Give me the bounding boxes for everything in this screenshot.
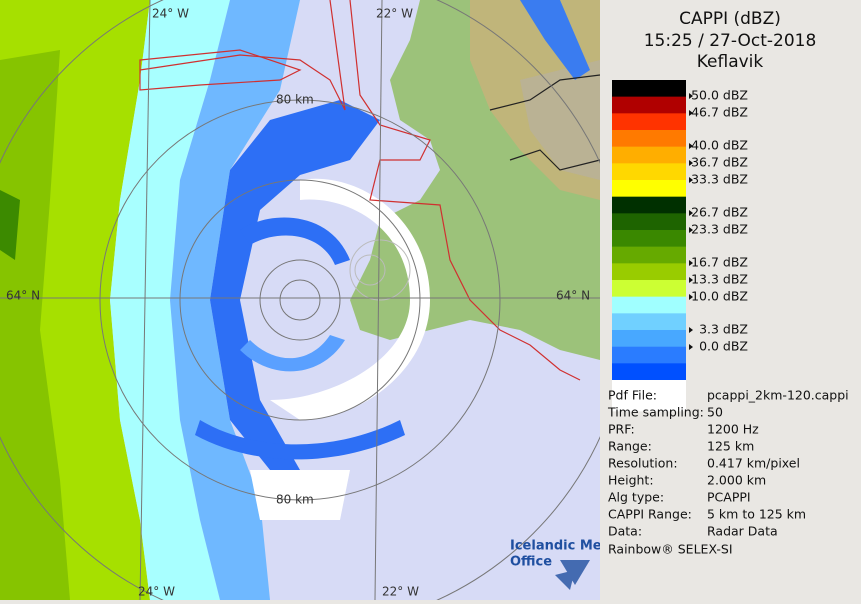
color-band — [612, 230, 686, 247]
info-value: Radar Data — [707, 524, 778, 539]
info-key: Data: — [608, 524, 642, 539]
color-band — [612, 246, 686, 264]
legend-time: 15:25 / 27-Oct-2018 — [644, 31, 817, 51]
scale-label: 50.0 dBZ — [691, 88, 748, 103]
scale-label: 13.3 dBZ — [691, 272, 748, 287]
info-value: 50 — [707, 405, 723, 420]
legend: CAPPI (dBZ) 15:25 / 27-Oct-2018 Keflavik… — [600, 0, 861, 600]
scale-label: 3.3 dBZ — [699, 322, 748, 337]
scale-label: 10.0 dBZ — [691, 289, 748, 304]
scale-tick — [689, 160, 693, 166]
color-band — [612, 313, 686, 331]
scale-tick — [689, 227, 693, 233]
info-value: pcappi_2km-120.cappi — [707, 388, 849, 403]
scale-tick — [689, 110, 693, 116]
scale-tick — [689, 93, 693, 99]
color-band — [612, 280, 686, 297]
color-band — [612, 346, 686, 364]
footer: Rainbow® SELEX-SI — [608, 542, 733, 557]
scale-label: 16.7 dBZ — [691, 255, 748, 270]
logo-text: Icelandic Met — [510, 539, 608, 554]
info-key: CAPPI Range: — [608, 507, 692, 522]
lat-label: 64° N — [6, 289, 40, 303]
color-band — [612, 263, 686, 281]
lon-label: 22° W — [376, 7, 413, 21]
scale-tick — [689, 177, 693, 183]
color-band — [612, 380, 686, 412]
color-band — [612, 330, 686, 347]
radar-map: 24° W 22° W 24° W 22° W 64° N 64° N 80 k… — [0, 0, 631, 604]
color-band — [612, 363, 686, 381]
color-band — [612, 163, 686, 181]
scale-label: 36.7 dBZ — [691, 155, 748, 170]
scale-label: 23.3 dBZ — [691, 222, 748, 237]
color-band — [612, 96, 686, 114]
color-band — [612, 80, 686, 97]
color-band — [612, 296, 686, 314]
scale-label: 0.0 dBZ — [699, 339, 748, 354]
info-value: 125 km — [707, 439, 754, 454]
color-band — [612, 196, 686, 214]
info-key: Time sampling: — [607, 405, 704, 420]
scale-label: 40.0 dBZ — [691, 138, 748, 153]
scale-tick — [689, 277, 693, 283]
info-key: Resolution: — [608, 456, 678, 471]
info-value: 5 km to 125 km — [707, 507, 806, 522]
scale-tick — [689, 344, 693, 350]
scale-tick — [689, 210, 693, 216]
color-band — [612, 180, 686, 197]
lon-label: 24° W — [152, 7, 189, 21]
color-band — [612, 213, 686, 231]
lon-label: 24° W — [138, 585, 175, 599]
scale-tick — [689, 327, 693, 333]
info-key: Alg type: — [608, 490, 664, 505]
legend-title: CAPPI (dBZ) — [679, 9, 781, 29]
scale-tick — [689, 294, 693, 300]
logo-text: Office — [510, 555, 552, 570]
color-band — [612, 113, 686, 131]
color-band — [612, 130, 686, 147]
scale-label: 46.7 dBZ — [691, 105, 748, 120]
lat-label: 64° N — [556, 289, 590, 303]
color-band — [612, 146, 686, 164]
info-key: Range: — [608, 439, 652, 454]
lon-label: 22° W — [382, 585, 419, 599]
info-key: PRF: — [608, 422, 635, 437]
info-value: PCAPPI — [707, 490, 751, 505]
range-label: 80 km — [276, 93, 314, 107]
info-key: Height: — [608, 473, 654, 488]
range-label: 80 km — [276, 493, 314, 507]
scale-tick — [689, 260, 693, 266]
info-key: Pdf File: — [608, 388, 657, 403]
scale-tick — [689, 143, 693, 149]
info-value: 2.000 km — [707, 473, 766, 488]
scale-label: 26.7 dBZ — [691, 205, 748, 220]
info-value: 0.417 km/pixel — [707, 456, 800, 471]
legend-station: Keflavik — [697, 52, 764, 72]
info-value: 1200 Hz — [707, 422, 759, 437]
scale-label: 33.3 dBZ — [691, 172, 748, 187]
